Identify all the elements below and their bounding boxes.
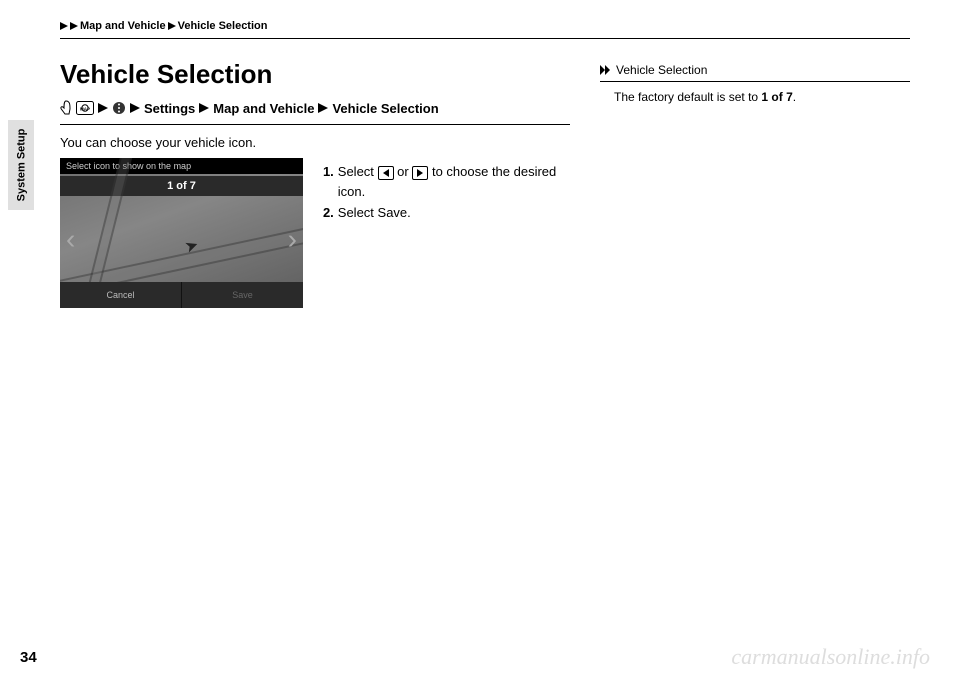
step-number: 1. <box>323 162 334 201</box>
device-screenshot: Select icon to show on the map 1 of 7 ➤ … <box>60 158 303 308</box>
side-note-title-text: Vehicle Selection <box>616 63 707 77</box>
side-note-body: The factory default is set to 1 of 7. <box>600 82 910 104</box>
main-column: Vehicle Selection MAP Settings Map and V… <box>60 59 570 308</box>
side-tab-label: System Setup <box>15 129 27 202</box>
cancel-button[interactable]: Cancel <box>60 282 182 308</box>
nav-path-item: Map and Vehicle <box>213 101 314 116</box>
intro-text: You can choose your vehicle icon. <box>60 135 570 150</box>
hand-icon <box>60 100 72 116</box>
nav-path-item: Settings <box>144 101 195 116</box>
triangle-icon <box>98 103 108 113</box>
screenshot-counter: 1 of 7 <box>60 176 303 196</box>
triangle-icon <box>199 103 209 113</box>
step-text: Select or to choose the desired icon. <box>338 162 570 201</box>
menu-dots-icon <box>112 101 126 115</box>
side-column: Vehicle Selection The factory default is… <box>600 59 910 308</box>
right-key-icon <box>412 166 428 180</box>
map-button-icon: MAP <box>76 101 94 115</box>
watermark: carmanualsonline.info <box>731 644 930 670</box>
nav-path-item: Vehicle Selection <box>332 101 438 116</box>
triangle-icon <box>70 22 78 30</box>
screenshot-label: Select icon to show on the map <box>60 158 303 174</box>
page-content: Map and Vehicle Vehicle Selection Vehicl… <box>60 20 910 658</box>
left-key-icon <box>378 166 394 180</box>
breadcrumb: Map and Vehicle Vehicle Selection <box>60 20 910 32</box>
svg-text:MAP: MAP <box>80 107 90 112</box>
page-title: Vehicle Selection <box>60 59 570 90</box>
triangle-icon <box>60 22 68 30</box>
triangle-icon <box>168 22 176 30</box>
prev-icon-chevron[interactable]: ‹ <box>66 223 75 255</box>
divider <box>60 38 910 39</box>
triangle-icon <box>130 103 140 113</box>
nav-path: MAP Settings Map and Vehicle Vehicle Sel… <box>60 100 570 125</box>
next-icon-chevron[interactable]: › <box>288 223 297 255</box>
side-tab: System Setup <box>8 120 34 210</box>
triangle-icon <box>318 103 328 113</box>
steps-list: 1. Select or to choose the desired icon.… <box>323 158 570 308</box>
note-chevron-icon <box>600 65 612 75</box>
breadcrumb-item: Map and Vehicle <box>80 20 166 32</box>
step-number: 2. <box>323 203 334 223</box>
step-text: Select Save. <box>338 203 411 223</box>
breadcrumb-item: Vehicle Selection <box>178 20 268 32</box>
side-note-title: Vehicle Selection <box>600 63 910 82</box>
page-number: 34 <box>20 649 37 666</box>
save-button[interactable]: Save <box>182 282 303 308</box>
